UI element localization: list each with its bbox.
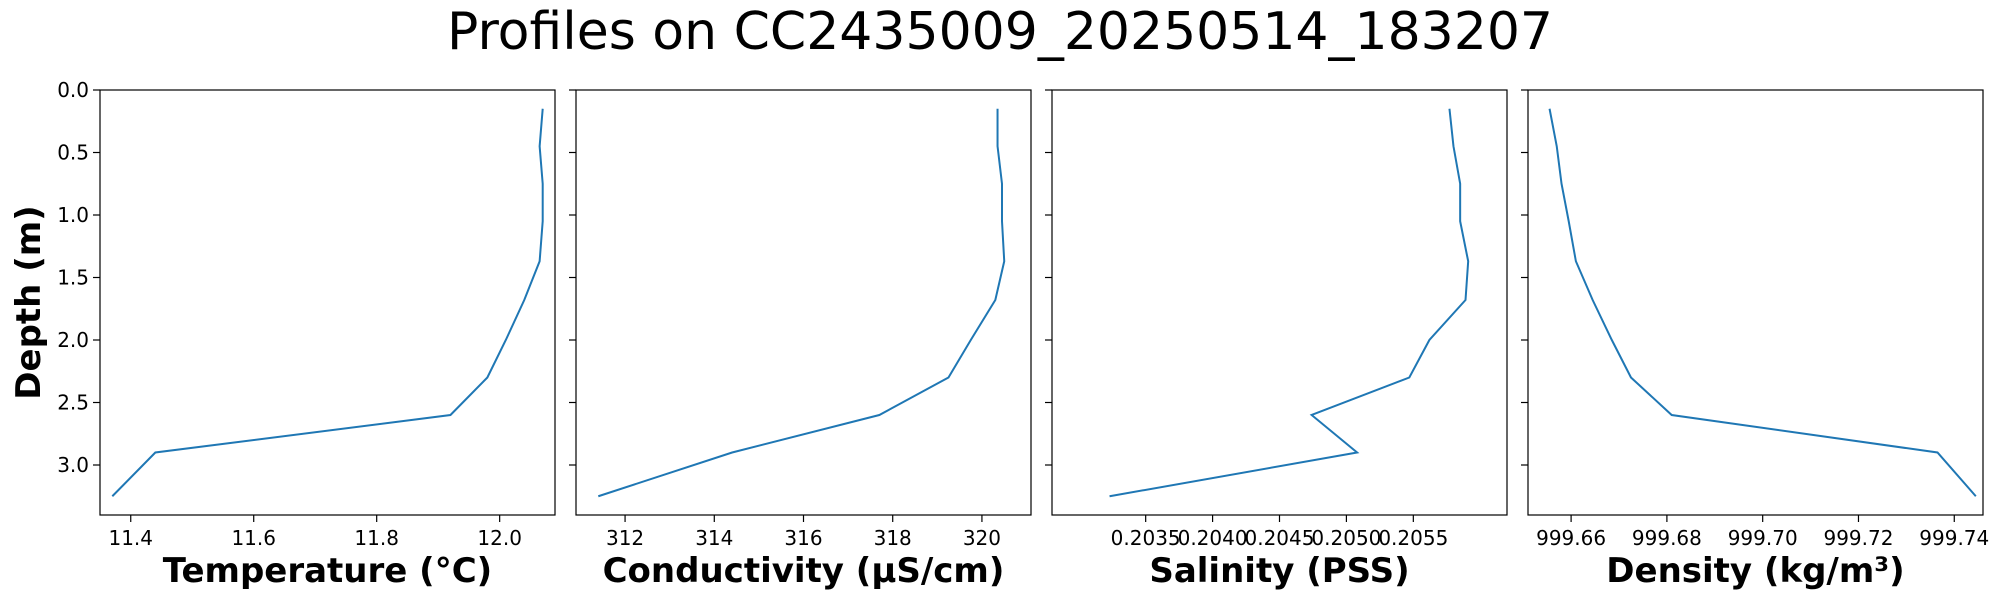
y-tick-label: 1.0 [57, 203, 89, 227]
x-tick-label: 0.2040 [1178, 526, 1248, 550]
x-axis-label: Salinity (PSS) [1149, 551, 1409, 591]
x-axis-label: Temperature (°C) [163, 551, 492, 591]
y-tick-label: 0.5 [57, 141, 89, 165]
x-tick-label: 12.0 [477, 526, 522, 550]
x-tick-label: 11.8 [354, 526, 399, 550]
x-tick-label: 318 [874, 526, 912, 550]
x-tick-label: 0.2050 [1311, 526, 1381, 550]
x-tick-label: 312 [606, 526, 644, 550]
x-tick-label: 320 [963, 526, 1001, 550]
x-tick-label: 11.6 [231, 526, 276, 550]
profile-line [1548, 108, 1977, 497]
y-tick-label: 2.0 [57, 328, 89, 352]
y-tick-label: 1.5 [57, 266, 89, 290]
x-tick-label: 316 [784, 526, 822, 550]
x-tick-label: 0.2055 [1378, 526, 1448, 550]
x-tick-label: 999.70 [1728, 526, 1798, 550]
x-axis-label: Density (kg/m³) [1606, 551, 1904, 591]
x-tick-label: 11.4 [108, 526, 153, 550]
profile-line [1109, 108, 1470, 498]
y-tick-label: 0.0 [57, 78, 89, 102]
panel-3-frame [1051, 89, 1508, 516]
x-tick-label: 0.2045 [1245, 526, 1315, 550]
profile-line [597, 108, 1006, 498]
x-tick-label: 999.72 [1823, 526, 1893, 550]
x-tick-label: 0.2035 [1111, 526, 1181, 550]
x-tick-label: 999.68 [1632, 526, 1702, 550]
profile-line [111, 108, 544, 497]
panel-2-frame [575, 89, 1032, 516]
y-tick-label: 3.0 [57, 453, 89, 477]
panel-4-frame [1527, 89, 1984, 516]
chart-title: Profiles on CC2435009_20250514_183207 [447, 2, 1553, 62]
y-axis-label: Depth (m) [9, 205, 49, 399]
x-axis-label: Conductivity (µS/cm) [603, 551, 1005, 591]
x-tick-label: 999.74 [1919, 526, 1989, 550]
panel-1-frame [99, 89, 556, 516]
y-tick-label: 2.5 [57, 391, 89, 415]
x-tick-label: 999.66 [1536, 526, 1606, 550]
x-tick-label: 314 [695, 526, 733, 550]
